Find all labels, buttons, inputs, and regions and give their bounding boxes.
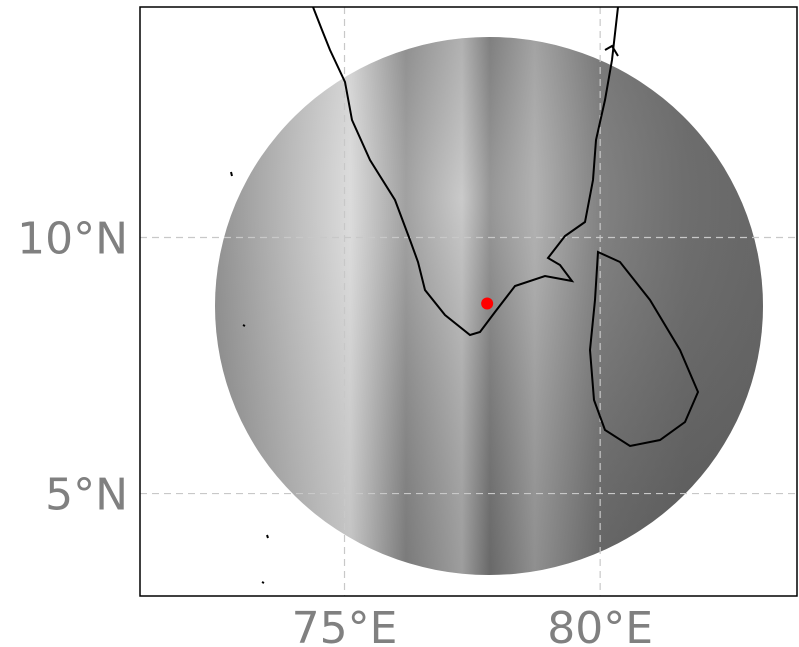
y-tick-label: 5°N: [45, 470, 128, 521]
coastline: [230, 7, 700, 584]
radar-image: [215, 37, 763, 575]
y-tick-label: 10°N: [17, 213, 128, 264]
site-marker: [481, 297, 494, 310]
plot-frame: [139, 6, 798, 597]
x-tick-label: 75°E: [292, 603, 398, 647]
x-tick-label: 80°E: [547, 603, 653, 647]
